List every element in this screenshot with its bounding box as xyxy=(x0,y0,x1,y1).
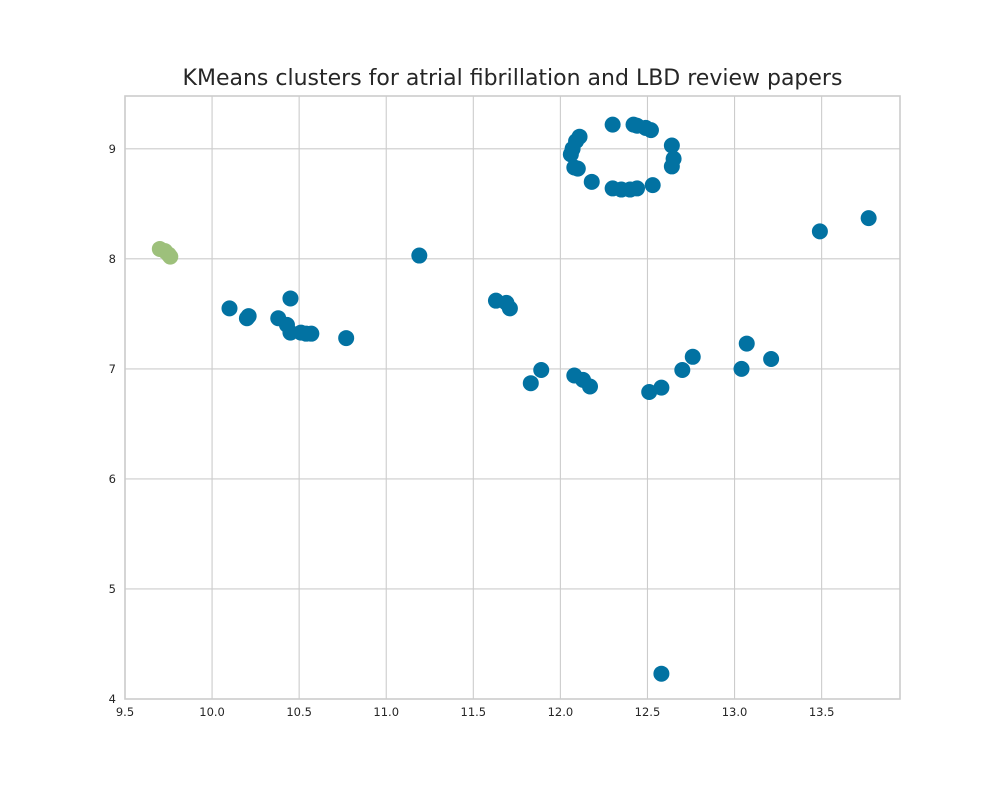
cluster-0-point xyxy=(569,160,586,177)
plot-area xyxy=(125,96,900,699)
y-tick-label: 5 xyxy=(109,582,116,596)
cluster-0-point xyxy=(501,300,518,317)
cluster-0-point xyxy=(811,223,828,240)
cluster-0-point xyxy=(303,325,320,342)
x-tick-label: 12.5 xyxy=(635,705,661,719)
cluster-0-point xyxy=(860,210,877,227)
data-points xyxy=(151,116,877,682)
x-tick-label: 11.5 xyxy=(461,705,487,719)
cluster-0-point xyxy=(629,180,646,197)
cluster-1-point xyxy=(162,248,179,265)
cluster-0-point xyxy=(582,378,598,395)
cluster-0-point xyxy=(238,310,255,327)
cluster-0-point xyxy=(663,158,680,175)
cluster-0-point xyxy=(653,665,670,682)
cluster-0-point xyxy=(411,247,428,264)
cluster-0-point xyxy=(674,361,691,378)
x-tick-label: 13.0 xyxy=(722,705,748,719)
y-tick-label: 7 xyxy=(109,362,116,376)
plot-frame xyxy=(124,95,901,700)
x-tick-label: 10.5 xyxy=(286,705,312,719)
cluster-0-point xyxy=(642,122,659,139)
cluster-0-point xyxy=(522,375,539,392)
x-axis-ticks: 9.5 10.0 10.5 11.0 11.5 12.0 12.5 13.0 13.5 xyxy=(116,705,835,719)
cluster-0-point xyxy=(604,116,621,133)
cluster-0-point xyxy=(684,348,701,365)
cluster-0-point xyxy=(763,350,780,367)
cluster-0-point xyxy=(533,361,550,378)
x-tick-label: 11.0 xyxy=(373,705,399,719)
y-tick-label: 4 xyxy=(109,692,116,706)
y-tick-label: 9 xyxy=(109,142,116,156)
cluster-0-point xyxy=(644,177,661,194)
cluster-0-point xyxy=(338,330,355,347)
cluster-0-point xyxy=(733,360,750,377)
x-tick-label: 10.0 xyxy=(199,705,225,719)
x-tick-label: 12.0 xyxy=(548,705,574,719)
x-tick-label: 9.5 xyxy=(116,705,134,719)
cluster-0-point xyxy=(663,137,680,154)
chart-title: KMeans clusters for atrial fibrillation … xyxy=(182,66,843,91)
cluster-0-point xyxy=(221,300,238,317)
cluster-0-point xyxy=(282,290,299,307)
y-tick-label: 8 xyxy=(109,252,116,266)
x-tick-label: 13.5 xyxy=(809,705,835,719)
cluster-0-point xyxy=(738,335,755,352)
cluster-0-point xyxy=(653,379,670,396)
cluster-0-point xyxy=(641,383,658,400)
y-axis-ticks: 4 5 6 7 8 9 xyxy=(109,142,116,706)
y-tick-label: 6 xyxy=(109,472,116,486)
cluster-0-point xyxy=(583,173,600,190)
cluster-0-point xyxy=(562,146,579,163)
